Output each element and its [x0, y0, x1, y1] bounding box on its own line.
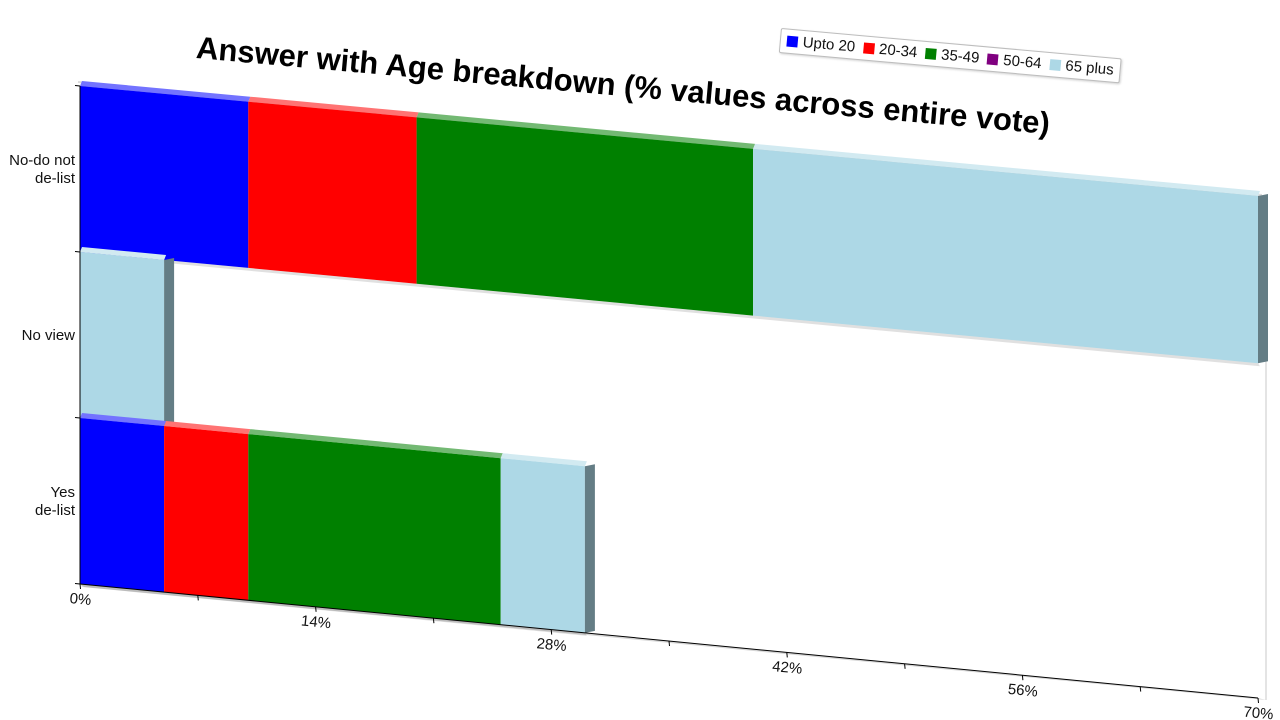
- legend-swatch: [1049, 59, 1061, 71]
- category-label-line: No-do not: [9, 152, 76, 169]
- x-axis-tick: [197, 595, 199, 601]
- bar-top-face: [248, 429, 503, 459]
- bar-shadow: [80, 584, 167, 596]
- bar-segment: [753, 143, 1260, 367]
- x-tick-label: 28%: [536, 635, 568, 655]
- legend-label: 50-64: [1002, 51, 1043, 73]
- bar-top-face: [753, 143, 1260, 196]
- category-label-line: de-list: [35, 502, 76, 519]
- bar-shadow: [164, 592, 251, 604]
- x-tick-label: 70%: [1243, 704, 1275, 720]
- bar-top-face: [80, 247, 167, 260]
- bar: [500, 458, 585, 633]
- category-label: No view: [22, 327, 76, 344]
- category-label-line: de-list: [35, 170, 76, 187]
- legend-swatch: [862, 42, 875, 55]
- legend-item: 65 plus: [1049, 56, 1115, 79]
- bar: [753, 148, 1258, 364]
- bar-segment: [248, 429, 503, 628]
- x-axis-tick: [1021, 675, 1024, 681]
- bar: [80, 86, 249, 268]
- legend-label: 35-49: [940, 46, 981, 67]
- x-axis-tick: [1139, 686, 1142, 692]
- bar-shadow: [753, 315, 1260, 367]
- category-label-line: Yes: [51, 484, 75, 501]
- bar-shadow: [500, 624, 587, 636]
- x-tick-label: 42%: [771, 658, 803, 678]
- y-axis-tick: [74, 417, 81, 419]
- legend-item: 20-34: [862, 39, 918, 61]
- bar-end-face: [164, 258, 175, 426]
- x-axis-tick: [432, 618, 435, 624]
- legend-swatch: [924, 47, 937, 60]
- bar: [416, 117, 754, 316]
- x-axis-tick: [550, 629, 553, 635]
- x-axis-tick: [904, 663, 906, 669]
- bar-top-face: [248, 96, 419, 118]
- x-axis-tick: [79, 583, 81, 590]
- y-axis-tick: [74, 85, 81, 87]
- bar-shadow: [248, 600, 503, 628]
- bar-segment: [80, 247, 167, 429]
- x-tick-label: 0%: [69, 590, 92, 609]
- legend-swatch: [986, 53, 999, 66]
- category-label-line: No view: [22, 327, 76, 344]
- bar-top-face: [80, 413, 167, 426]
- bar-segment: [80, 413, 167, 596]
- legend-label: 65 plus: [1064, 57, 1115, 79]
- bar-shadow: [248, 267, 419, 287]
- legend-item: 50-64: [986, 51, 1043, 73]
- bar-segment: [80, 81, 251, 271]
- category-label: No-do not de-list: [9, 152, 76, 187]
- legend-label: 20-34: [878, 40, 919, 62]
- legend-label: Upto 20: [802, 34, 856, 56]
- x-axis-tick: [786, 652, 788, 658]
- x-axis-tick: [668, 640, 670, 647]
- y-axis-tick: [74, 251, 81, 253]
- bar: [80, 418, 165, 593]
- x-tick-label: 14%: [300, 612, 332, 632]
- bar-segment: [164, 421, 251, 604]
- bar-shadow: [416, 283, 756, 319]
- bar-segment: [500, 453, 587, 636]
- legend-swatch: [786, 35, 799, 48]
- bar-top-face: [500, 453, 587, 467]
- bar-end-face: [1258, 194, 1268, 364]
- bar: [164, 426, 249, 601]
- bars-group: [80, 81, 1268, 636]
- bar-top-face: [80, 81, 251, 102]
- x-tick-label: 56%: [1007, 681, 1039, 701]
- bar-end-face: [584, 464, 595, 633]
- bar: [248, 434, 501, 625]
- bar-top-face: [416, 112, 756, 149]
- y-axis-tick: [74, 583, 81, 585]
- x-axis-tick: [1257, 697, 1259, 704]
- legend-item: Upto 20: [786, 33, 856, 56]
- bar-top-face: [164, 421, 251, 435]
- bar-segment: [248, 96, 419, 287]
- bar-segment: [416, 112, 756, 319]
- category-label: Yes de-list: [35, 484, 76, 519]
- bar: [248, 101, 417, 284]
- legend-item: 35-49: [924, 45, 980, 67]
- bar: [80, 252, 165, 426]
- x-axis-tick: [315, 606, 317, 612]
